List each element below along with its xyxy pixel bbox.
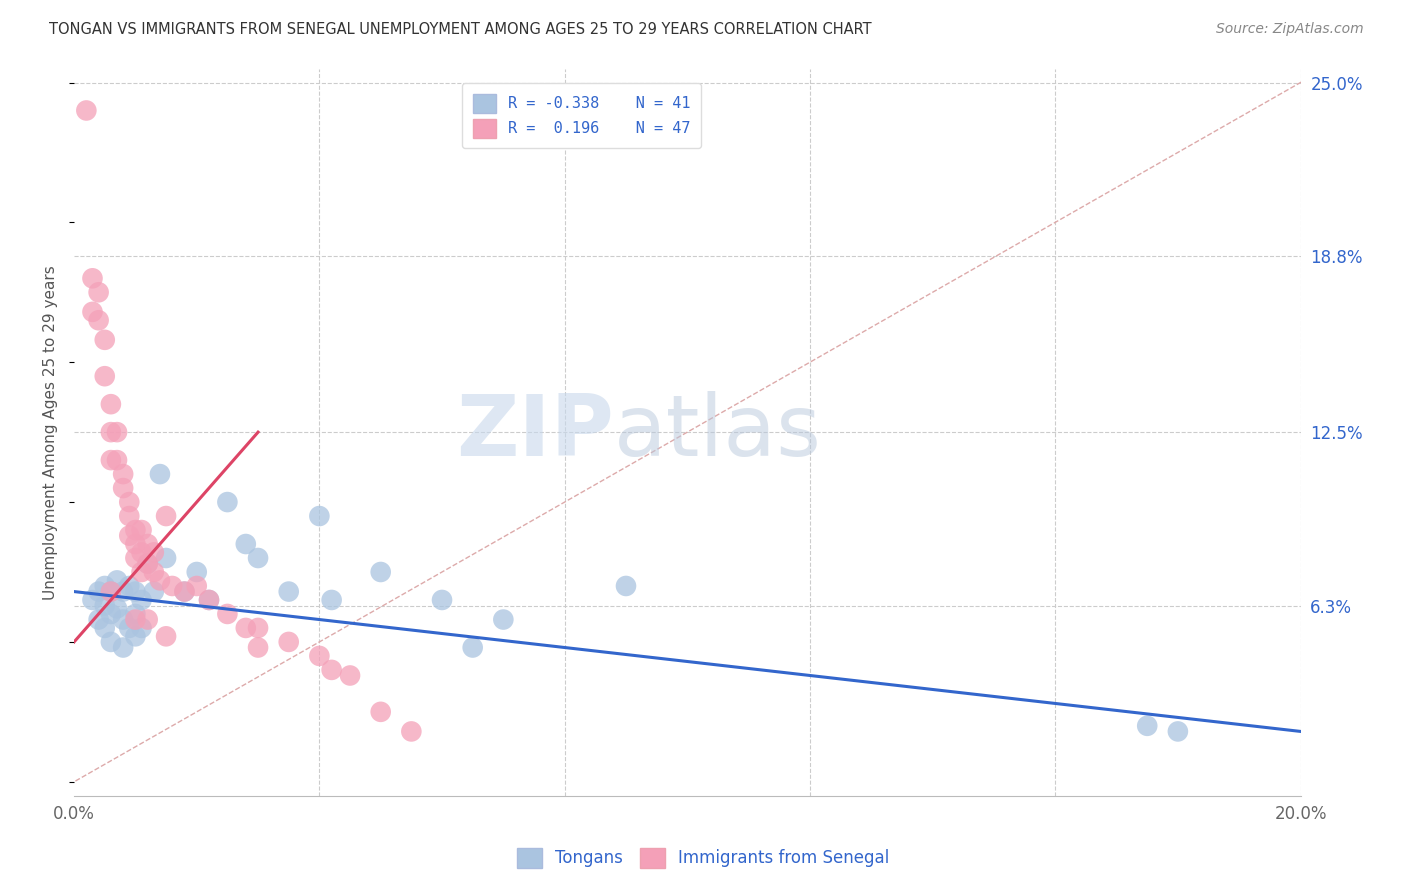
Point	[118, 621, 141, 635]
Point	[136, 557, 159, 571]
Point	[217, 495, 239, 509]
Point	[321, 593, 343, 607]
Point	[112, 467, 135, 481]
Point	[105, 601, 128, 615]
Point	[277, 635, 299, 649]
Point	[186, 565, 208, 579]
Point	[155, 551, 177, 566]
Point	[277, 584, 299, 599]
Point	[124, 584, 146, 599]
Point	[82, 271, 104, 285]
Point	[321, 663, 343, 677]
Text: TONGAN VS IMMIGRANTS FROM SENEGAL UNEMPLOYMENT AMONG AGES 25 TO 29 YEARS CORRELA: TONGAN VS IMMIGRANTS FROM SENEGAL UNEMPL…	[49, 22, 872, 37]
Point	[142, 545, 165, 559]
Point	[124, 629, 146, 643]
Point	[100, 425, 122, 439]
Point	[155, 509, 177, 524]
Point	[124, 523, 146, 537]
Legend: Tongans, Immigrants from Senegal: Tongans, Immigrants from Senegal	[510, 841, 896, 875]
Point	[614, 579, 637, 593]
Point	[75, 103, 97, 118]
Point	[94, 621, 117, 635]
Point	[100, 607, 122, 621]
Point	[112, 640, 135, 655]
Text: Source: ZipAtlas.com: Source: ZipAtlas.com	[1216, 22, 1364, 37]
Point	[370, 705, 392, 719]
Point	[461, 640, 484, 655]
Point	[155, 629, 177, 643]
Point	[87, 613, 110, 627]
Point	[87, 584, 110, 599]
Point	[124, 551, 146, 566]
Point	[112, 613, 135, 627]
Point	[1167, 724, 1189, 739]
Point	[136, 557, 159, 571]
Text: ZIP: ZIP	[456, 391, 614, 474]
Text: atlas: atlas	[614, 391, 821, 474]
Point	[100, 635, 122, 649]
Point	[492, 613, 515, 627]
Point	[100, 397, 122, 411]
Point	[112, 584, 135, 599]
Point	[149, 574, 172, 588]
Point	[94, 579, 117, 593]
Point	[136, 613, 159, 627]
Point	[94, 333, 117, 347]
Point	[131, 545, 153, 559]
Point	[100, 584, 122, 599]
Point	[173, 584, 195, 599]
Point	[136, 537, 159, 551]
Point	[82, 305, 104, 319]
Point	[247, 640, 270, 655]
Point	[87, 313, 110, 327]
Point	[118, 509, 141, 524]
Point	[160, 579, 183, 593]
Point	[112, 481, 135, 495]
Point	[87, 285, 110, 300]
Point	[124, 613, 146, 627]
Point	[198, 593, 221, 607]
Point	[100, 584, 122, 599]
Point	[131, 523, 153, 537]
Point	[94, 599, 117, 613]
Point	[94, 369, 117, 384]
Point	[118, 528, 141, 542]
Point	[198, 593, 221, 607]
Point	[118, 579, 141, 593]
Point	[308, 509, 330, 524]
Point	[105, 425, 128, 439]
Point	[217, 607, 239, 621]
Point	[235, 537, 257, 551]
Point	[401, 724, 423, 739]
Point	[100, 453, 122, 467]
Point	[149, 467, 172, 481]
Point	[105, 574, 128, 588]
Point	[131, 565, 153, 579]
Point	[82, 593, 104, 607]
Point	[142, 584, 165, 599]
Point	[142, 565, 165, 579]
Point	[173, 584, 195, 599]
Point	[370, 565, 392, 579]
Point	[308, 648, 330, 663]
Point	[118, 495, 141, 509]
Point	[124, 607, 146, 621]
Point	[430, 593, 453, 607]
Y-axis label: Unemployment Among Ages 25 to 29 years: Unemployment Among Ages 25 to 29 years	[44, 265, 58, 599]
Point	[186, 579, 208, 593]
Point	[247, 621, 270, 635]
Point	[339, 668, 361, 682]
Point	[124, 537, 146, 551]
Point	[247, 551, 270, 566]
Point	[1136, 719, 1159, 733]
Point	[131, 621, 153, 635]
Point	[235, 621, 257, 635]
Point	[131, 593, 153, 607]
Legend: R = -0.338    N = 41, R =  0.196    N = 47: R = -0.338 N = 41, R = 0.196 N = 47	[463, 84, 702, 148]
Point	[105, 453, 128, 467]
